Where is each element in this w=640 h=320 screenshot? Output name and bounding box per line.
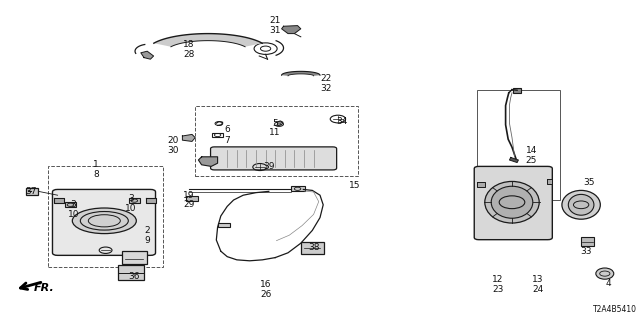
- Text: 19
29: 19 29: [183, 191, 195, 209]
- Text: 13
24: 13 24: [532, 276, 543, 294]
- Text: 3
10: 3 10: [125, 194, 137, 212]
- Ellipse shape: [568, 195, 594, 215]
- Bar: [212, 133, 223, 137]
- Bar: [65, 203, 76, 207]
- Text: 38: 38: [308, 244, 319, 252]
- Bar: [186, 196, 198, 201]
- Ellipse shape: [562, 190, 600, 219]
- Polygon shape: [182, 134, 195, 141]
- Polygon shape: [509, 157, 518, 163]
- Bar: [48, 166, 163, 267]
- Text: 2
9: 2 9: [145, 226, 150, 244]
- Text: 39: 39: [263, 162, 275, 171]
- Text: 6: 6: [225, 125, 230, 134]
- Text: 37: 37: [25, 188, 36, 196]
- Text: FR.: FR.: [33, 283, 54, 293]
- Text: 15: 15: [349, 181, 361, 190]
- Text: 35: 35: [583, 178, 595, 187]
- FancyBboxPatch shape: [211, 147, 337, 170]
- Polygon shape: [282, 26, 301, 34]
- Ellipse shape: [485, 181, 540, 223]
- Text: 3
10: 3 10: [68, 200, 79, 219]
- Text: 22
32: 22 32: [321, 74, 332, 92]
- Text: 1
8: 1 8: [93, 160, 99, 179]
- Text: 7: 7: [225, 136, 230, 145]
- Polygon shape: [146, 198, 156, 203]
- Text: 4: 4: [605, 279, 611, 288]
- Ellipse shape: [492, 186, 532, 218]
- Text: 12
23: 12 23: [492, 276, 504, 294]
- Polygon shape: [547, 179, 552, 184]
- Bar: [291, 186, 305, 191]
- Text: 34: 34: [337, 117, 348, 126]
- Bar: [118, 266, 144, 280]
- Text: 21
31: 21 31: [269, 16, 281, 35]
- Bar: [26, 188, 38, 195]
- Polygon shape: [282, 71, 320, 76]
- Text: 14
25: 14 25: [525, 146, 537, 164]
- Text: T2A4B5410: T2A4B5410: [593, 305, 637, 314]
- Polygon shape: [198, 157, 218, 166]
- FancyBboxPatch shape: [52, 189, 156, 255]
- Polygon shape: [141, 51, 154, 59]
- Bar: [195, 106, 358, 176]
- Bar: [301, 242, 324, 254]
- Bar: [129, 198, 140, 203]
- Bar: [581, 237, 594, 246]
- Text: 20
30: 20 30: [167, 136, 179, 155]
- Text: 18
28: 18 28: [183, 40, 195, 59]
- Polygon shape: [154, 34, 262, 47]
- FancyBboxPatch shape: [474, 166, 552, 240]
- Text: 5
11: 5 11: [269, 119, 281, 137]
- Text: 36: 36: [129, 272, 140, 281]
- Polygon shape: [477, 182, 485, 187]
- Polygon shape: [54, 198, 64, 203]
- Bar: [122, 251, 147, 264]
- Bar: [218, 223, 230, 227]
- Text: 16
26: 16 26: [260, 280, 271, 299]
- Bar: [477, 90, 560, 200]
- Bar: [513, 88, 521, 93]
- Text: 33: 33: [580, 247, 591, 256]
- Ellipse shape: [72, 208, 136, 234]
- Ellipse shape: [596, 268, 614, 279]
